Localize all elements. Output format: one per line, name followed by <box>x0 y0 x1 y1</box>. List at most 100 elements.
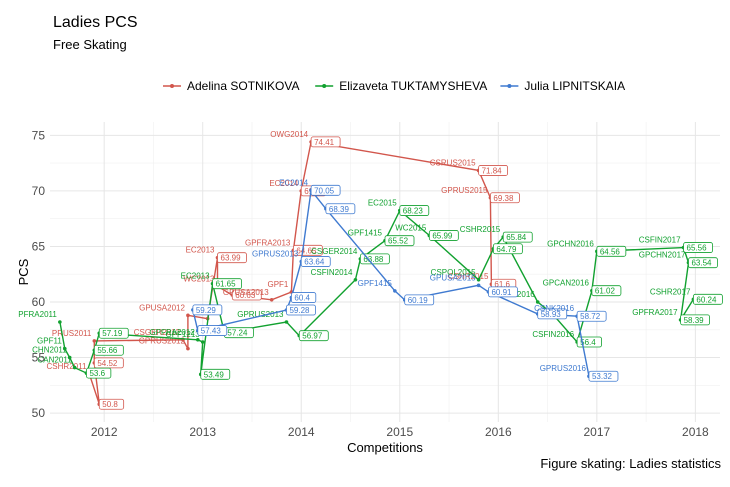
value-label-box <box>490 192 520 204</box>
value-label: 55.66 <box>97 346 118 355</box>
value-label: 63.64 <box>304 258 325 267</box>
value-label: 61.65 <box>216 280 237 289</box>
competition-label: OWG2014 <box>270 130 308 139</box>
value-label-box <box>325 203 356 215</box>
legend-label: Adelina SOTNIKOVA <box>187 79 300 93</box>
value-label-box <box>384 235 415 247</box>
data-point <box>476 277 481 282</box>
value-label: 56.4 <box>580 338 596 347</box>
plot-panel <box>50 122 720 422</box>
data-point <box>353 277 358 282</box>
data-point <box>284 320 289 324</box>
data-point <box>62 346 67 351</box>
competition-label: GPUSA2015 <box>430 273 476 282</box>
legend-label: Elizaveta TUKTAMYSHEVA <box>339 79 487 93</box>
competition-label: GPCHN2017 <box>639 251 686 260</box>
value-label-box <box>683 242 713 253</box>
competition-label: CSFIN2017 <box>639 236 681 245</box>
competition-label: GPF11 <box>37 337 62 346</box>
value-label: 68.39 <box>329 205 350 214</box>
competition-label: GPRUS2015 <box>441 186 488 195</box>
value-label: 57.43 <box>201 327 222 336</box>
value-label-box <box>298 330 329 342</box>
value-label-box <box>231 289 262 301</box>
competition-label: CSRUS2015 <box>430 158 476 167</box>
competition-label: EC2013 <box>181 272 210 281</box>
competition-label: GPRUS2012 <box>139 337 186 346</box>
value-label-box <box>310 136 341 148</box>
value-label-box <box>212 278 242 290</box>
value-label: 58.39 <box>684 316 705 325</box>
value-label: 53.32 <box>592 372 613 381</box>
grid <box>50 122 720 422</box>
value-label-box <box>399 205 430 216</box>
value-label: 64.56 <box>600 247 621 256</box>
value-label-box <box>680 314 710 326</box>
value-label: 64.65 <box>296 246 317 255</box>
y-tick-label: 65 <box>32 239 46 253</box>
value-label: 63.54 <box>691 259 712 268</box>
competition-label: GPRUS2013 <box>237 310 284 319</box>
y-tick-label: 50 <box>32 406 46 420</box>
competition-label: GPRUS2016 <box>540 364 587 373</box>
value-label: 68.23 <box>403 207 424 216</box>
competition-label: WC2013 <box>183 274 215 283</box>
competition-label: CSGER2012 <box>134 328 181 337</box>
value-label: 57.24 <box>227 329 248 338</box>
value-label-box <box>310 184 341 196</box>
value-label: 59.29 <box>196 306 217 315</box>
value-label-box <box>98 398 125 410</box>
competition-label: CSHR2015 <box>460 225 501 234</box>
legend: Adelina SOTNIKOVA Elizaveta TUKTAMYSHEVA J… <box>163 79 625 93</box>
data-point <box>58 320 62 324</box>
value-label: 63.99 <box>221 254 242 263</box>
value-label: 74.41 <box>314 138 335 147</box>
legend-label: Julia LIPNITSKAIA <box>524 79 625 93</box>
competition-label: GPCHN2016 <box>547 239 594 248</box>
value-label-box <box>478 165 509 176</box>
value-label: 53.6 <box>89 369 105 378</box>
competition-label: GPCAN2016 <box>543 279 590 288</box>
data-point <box>393 289 397 293</box>
value-label-box <box>98 327 129 339</box>
competition-label: CAN2011 <box>38 356 73 365</box>
value-label: 64.79 <box>496 245 517 254</box>
value-label-box <box>359 253 390 265</box>
competition-label: EC2014 <box>279 178 308 187</box>
competition-label: GPUSA2013 <box>223 288 269 297</box>
data-point <box>200 340 205 344</box>
value-label: 60.19 <box>408 296 429 305</box>
competition-label: CHN2011 <box>32 346 67 355</box>
data-point <box>269 297 274 302</box>
value-label: 69.38 <box>493 194 514 203</box>
value-label-box <box>286 304 316 316</box>
value-label-box <box>192 304 223 316</box>
competition-label: PRUS2011 <box>52 329 92 338</box>
value-label: 50.8 <box>102 400 118 409</box>
value-label-box <box>502 231 533 243</box>
competition-label: GPF1415 <box>358 279 393 288</box>
value-label: 60.24 <box>696 295 717 304</box>
value-label-box <box>428 230 459 241</box>
competition-label: CSHR2017 <box>650 287 691 296</box>
competition-label: CSHR2011 <box>47 362 87 371</box>
legend-swatch-dot <box>507 84 512 88</box>
competition-label: CSPOL2015 <box>431 268 476 277</box>
competition-label: PFRA2011 <box>18 310 57 319</box>
value-label: 61.6 <box>494 280 510 289</box>
value-label-box <box>688 257 718 269</box>
value-label-box <box>588 370 619 382</box>
value-label-box <box>692 293 723 305</box>
competition-label: CSNK2016 <box>534 304 575 313</box>
data-point <box>67 355 72 360</box>
legend-swatch-dot <box>322 84 327 88</box>
competition-label: CSHR2015 <box>448 272 489 281</box>
y-tick-label: 55 <box>32 351 46 365</box>
value-label: 56.97 <box>302 332 323 341</box>
value-label: 58.93 <box>541 310 562 319</box>
value-label-box <box>290 292 317 303</box>
x-axis-label: Competitions <box>347 440 423 455</box>
series-julia-lipnitskaia: 59.29 57.43 59.28 60.4 GPRUS2013 63.64 EC2014 7… <box>191 178 619 382</box>
